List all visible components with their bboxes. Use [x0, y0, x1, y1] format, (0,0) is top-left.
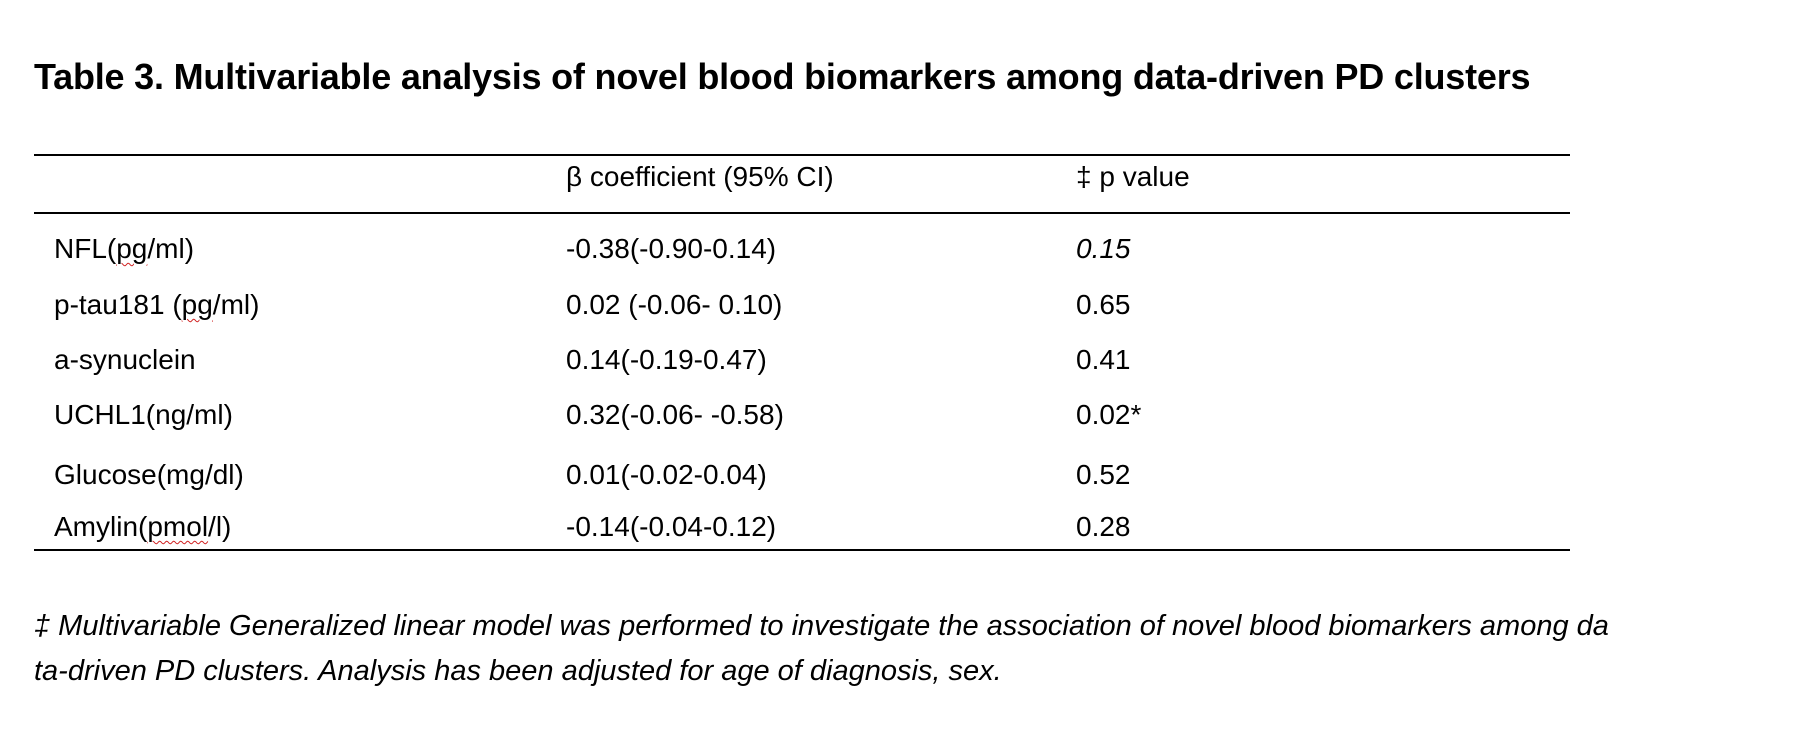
spellcheck-flag: pmol: [147, 511, 209, 542]
p-nfl: 0.15: [1076, 233, 1131, 264]
header-p-value: ‡ p value: [1076, 161, 1190, 192]
table-title: Table 3. Multivariable analysis of novel…: [34, 56, 1531, 97]
p-a-synuclein: 0.41: [1076, 344, 1131, 375]
row-label-nfl: NFL(pg/ml): [54, 233, 195, 264]
coef-amylin: -0.14(-0.04-0.12): [566, 511, 777, 542]
p-glucose: 0.52: [1076, 459, 1131, 490]
row-label-amylin: Amylin(pmol/l): [54, 511, 232, 542]
row-label-p-tau181: p-tau181 (pg/ml): [54, 289, 260, 320]
spellcheck-flag: pg: [181, 289, 213, 320]
p-uchl1: 0.02*: [1076, 399, 1142, 430]
spellcheck-flag: pg: [116, 233, 148, 264]
row-label-uchl1: UCHL1(ng/ml): [54, 399, 233, 430]
table-bottom-rule: [34, 549, 1570, 551]
coef-a-synuclein: 0.14(-0.19-0.47): [566, 344, 767, 375]
footnote-line-2: ta-driven PD clusters. Analysis has been…: [34, 655, 1002, 687]
p-p-tau181: 0.65: [1076, 289, 1131, 320]
coef-p-tau181: 0.02 (-0.06- 0.10): [566, 289, 783, 320]
p-amylin: 0.28: [1076, 511, 1131, 542]
table-top-rule: [34, 154, 1570, 156]
coef-nfl: -0.38(-0.90-0.14): [566, 233, 777, 264]
row-label-a-synuclein: a-synuclein: [54, 344, 196, 375]
table-footnote: ‡ Multivariable Generalized linear model…: [34, 604, 1794, 694]
header-coefficient: β coefficient (95% CI): [566, 161, 834, 192]
row-label-glucose: Glucose(mg/dl): [54, 459, 244, 490]
footnote-line-1: ‡ Multivariable Generalized linear model…: [34, 610, 1609, 642]
coef-uchl1: 0.32(-0.06- -0.58): [566, 399, 784, 430]
coef-glucose: 0.01(-0.02-0.04): [566, 459, 767, 490]
table-header-rule: [34, 212, 1570, 214]
